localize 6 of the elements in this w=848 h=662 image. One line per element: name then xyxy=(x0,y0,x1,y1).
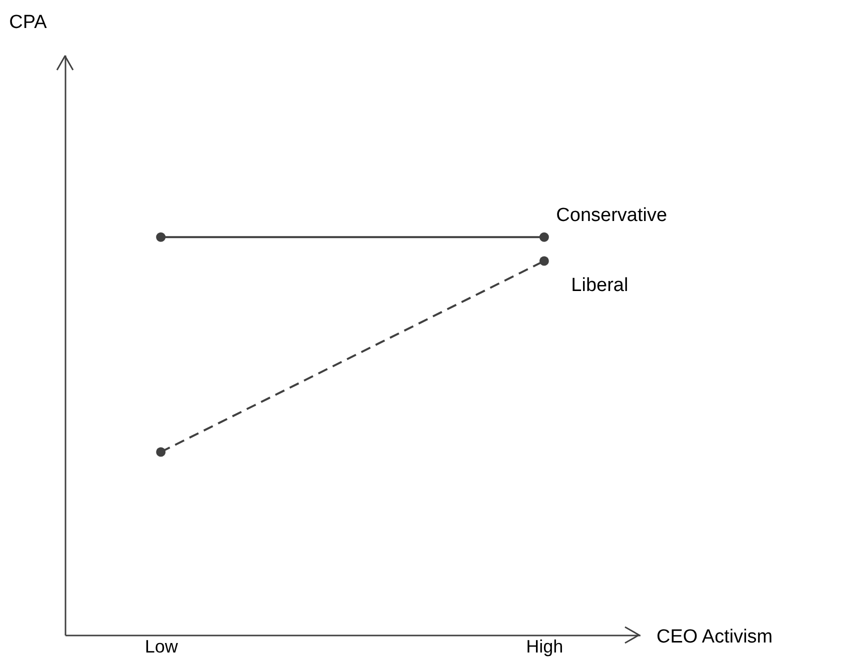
x-tick-label: High xyxy=(526,636,564,656)
x-axis-title: CEO Activism xyxy=(656,626,773,648)
x-tick-label: Low xyxy=(144,636,179,656)
series-label: Conservative xyxy=(556,205,668,226)
series-label: Liberal xyxy=(571,274,628,296)
text: CPA xyxy=(9,12,48,33)
